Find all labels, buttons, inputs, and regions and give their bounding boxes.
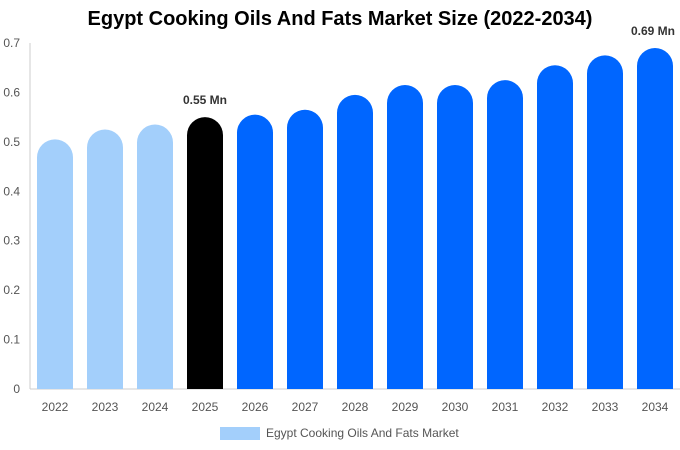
- x-tick-label: 2030: [442, 400, 469, 414]
- y-tick-label: 0.5: [3, 135, 20, 149]
- y-tick-label: 0.4: [3, 184, 20, 198]
- bar-2034: [637, 47, 673, 389]
- legend: Egypt Cooking Oils And Fats Market: [220, 426, 459, 440]
- bar-2023: [87, 129, 123, 389]
- data-labels: 0.55 Mn 0.69 Mn: [183, 24, 675, 107]
- x-tick-label: 2022: [42, 400, 69, 414]
- bar-2032: [537, 65, 573, 389]
- bar-2024: [137, 124, 173, 390]
- y-tick-label: 0.6: [3, 85, 20, 99]
- y-tick-label: 0.3: [3, 234, 20, 248]
- x-tick-label: 2032: [542, 400, 569, 414]
- data-label: 0.55 Mn: [183, 93, 227, 107]
- legend-swatch: [220, 427, 260, 440]
- data-label: 0.69 Mn: [631, 24, 675, 38]
- y-tick-label: 0.1: [3, 333, 20, 347]
- x-axis-ticks: 2022 2023 2024 2025 2026 2027 2028 2029 2030 2031…: [42, 400, 669, 414]
- y-tick-label: 0.2: [3, 283, 20, 297]
- y-tick-label: 0.7: [3, 36, 20, 50]
- y-axis-ticks: 0 0.1 0.2 0.3 0.4 0.5 0.6 0.7: [3, 36, 20, 396]
- bar-2031: [487, 80, 523, 390]
- bar-2030: [437, 85, 473, 389]
- x-tick-label: 2029: [392, 400, 419, 414]
- legend-label: Egypt Cooking Oils And Fats Market: [266, 426, 459, 440]
- x-tick-label: 2033: [592, 400, 619, 414]
- bars-group: [37, 47, 673, 390]
- bar-2028: [337, 94, 373, 389]
- chart-title: Egypt Cooking Oils And Fats Market Size …: [87, 8, 593, 30]
- x-tick-label: 2024: [142, 400, 169, 414]
- x-tick-label: 2025: [192, 400, 219, 414]
- x-tick-label: 2034: [642, 400, 669, 414]
- x-tick-label: 2023: [92, 400, 119, 414]
- y-tick-label: 0: [13, 382, 20, 396]
- bar-2025: [187, 117, 223, 389]
- bar-2033: [587, 55, 623, 389]
- x-tick-label: 2026: [242, 400, 269, 414]
- bar-2026: [237, 114, 273, 389]
- bar-2027: [287, 109, 323, 389]
- x-tick-label: 2028: [342, 400, 369, 414]
- x-tick-label: 2027: [292, 400, 319, 414]
- x-tick-label: 2031: [492, 400, 519, 414]
- bar-2022: [37, 139, 73, 389]
- bar-2029: [387, 85, 423, 389]
